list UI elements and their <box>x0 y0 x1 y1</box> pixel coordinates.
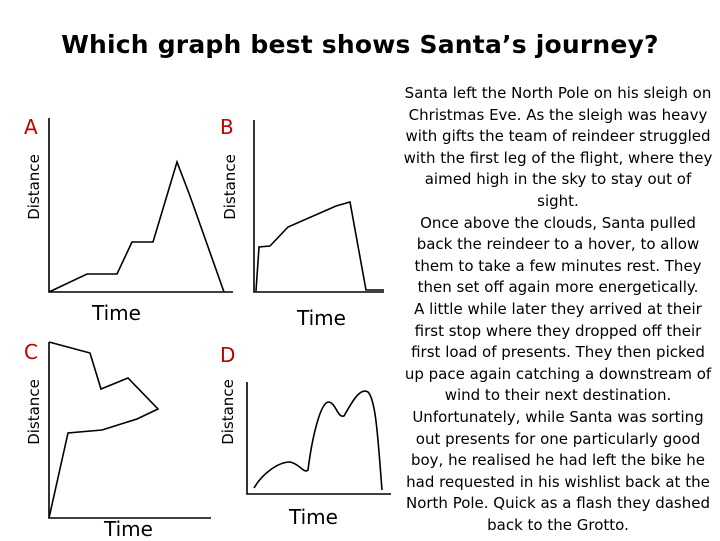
graph-c-line <box>49 342 158 518</box>
graph-d-axes <box>247 382 391 494</box>
graph-a-axes <box>49 118 233 292</box>
story-paragraph-1: Santa left the North Pole on his sleigh … <box>402 83 714 213</box>
graph-c-axes <box>49 342 211 518</box>
graph-b-line <box>256 202 384 291</box>
graph-a-line <box>49 162 224 292</box>
story-text: Santa left the North Pole on his sleigh … <box>402 83 714 536</box>
story-paragraph-2: Once above the clouds, Santa pulled back… <box>402 213 714 299</box>
graph-d-line <box>254 391 382 490</box>
story-paragraph-3: A little while later they arrived at the… <box>402 299 714 537</box>
graph-b-axes <box>254 120 384 292</box>
